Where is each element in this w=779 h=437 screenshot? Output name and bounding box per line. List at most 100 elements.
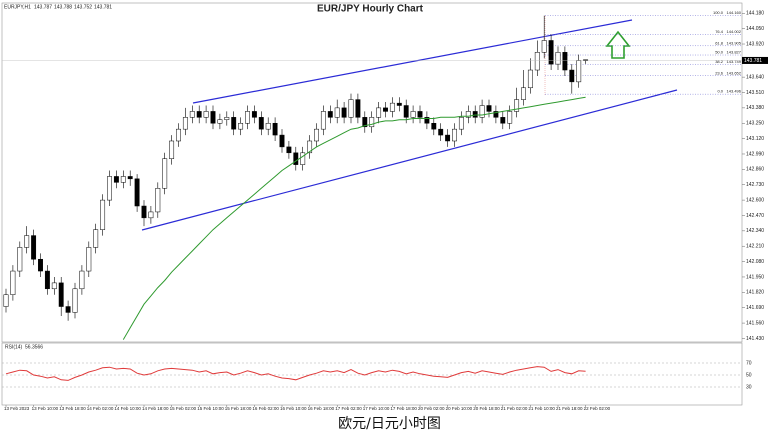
fib-price: 143.827 [727, 50, 742, 55]
fib-price: 143.749 [727, 59, 742, 64]
candle-body [127, 176, 133, 180]
candle-body [210, 111, 216, 124]
candle-body [245, 111, 250, 124]
candle-body [100, 199, 106, 230]
moving-average [122, 96, 586, 340]
header-quote: 143.781 [94, 4, 112, 10]
candle-body [238, 122, 244, 130]
candle-body [486, 105, 492, 112]
fib-ratio: 38.2 [715, 59, 724, 64]
y-tick-label: 142.990 [746, 151, 764, 157]
candle-body [196, 111, 202, 118]
candle-body [362, 117, 368, 128]
candle-body [279, 134, 285, 148]
candle-body [217, 119, 223, 124]
candle-body [493, 111, 499, 118]
candle-body [3, 294, 9, 307]
chart: EUR/JPY Hourly Chart EURJPY,H1 RSI(14) 5… [1, 2, 768, 411]
candle-body [438, 128, 444, 136]
x-tick-label: 14 Feb 10:00 [114, 406, 141, 411]
x-tick-label: 20 Feb 18:00 [473, 406, 500, 411]
x-tick-label: 13 Feb 18:00 [59, 406, 86, 411]
candle-body [472, 111, 478, 118]
y-tick-label: 143.510 [746, 90, 764, 96]
x-tick-label: 21 Feb 02:00 [501, 406, 528, 411]
candle-body [445, 134, 451, 142]
candle-body [251, 111, 257, 118]
candle-body [479, 105, 485, 118]
candle-body [38, 258, 43, 272]
candle-body [58, 282, 64, 307]
fib-price: 143.496 [727, 89, 742, 94]
candle-body [203, 111, 209, 118]
candle-body [431, 122, 437, 130]
candle-body [403, 105, 409, 118]
candle-body [334, 107, 340, 118]
candle-body [10, 270, 16, 295]
x-tick-label: 14 Feb 18:00 [142, 406, 169, 411]
rsi-frame [1, 342, 743, 406]
candle-body [527, 69, 533, 89]
fib-price: 144.160 [727, 10, 742, 15]
y-tick-label: 142.860 [746, 167, 764, 173]
candle-body [17, 247, 23, 272]
fib-ratio: 50.0 [715, 50, 724, 55]
rsi-tick-label: 30 [746, 384, 752, 390]
candle-body [314, 128, 319, 142]
candle-body [465, 111, 471, 118]
fib-price: 143.652 [727, 70, 742, 75]
candle-body [507, 111, 513, 124]
candle-body [113, 176, 119, 183]
fib-price: 144.002 [727, 29, 742, 34]
y-tick-label: 142.080 [746, 259, 764, 265]
candle-body [376, 107, 382, 118]
current-price: 143.781 [744, 58, 762, 64]
candle-body [155, 188, 161, 213]
trend-line-upper [192, 19, 633, 104]
candle-body [341, 107, 347, 118]
y-tick-label: 143.640 [746, 74, 764, 80]
candle-body [24, 235, 30, 248]
candle-body [189, 111, 195, 118]
candle-body [369, 117, 375, 128]
candle-body [548, 40, 554, 65]
rsi-tick-label: 50 [746, 372, 752, 378]
symbol: EURJPY,H1 [4, 4, 31, 10]
candle-body [452, 128, 457, 142]
candle-body [141, 205, 147, 219]
candle-body [93, 229, 99, 248]
candle-body [348, 99, 354, 118]
plot-frame [1, 2, 743, 343]
candle-body [514, 99, 520, 112]
candle-body [355, 99, 361, 118]
candle-body [182, 117, 188, 130]
arrow-up [605, 30, 631, 59]
candle-body [569, 69, 575, 83]
candle-body [327, 111, 333, 118]
y-tick-label: 142.340 [746, 228, 764, 234]
y-tick-label: 141.560 [746, 320, 764, 326]
x-tick-label: 20 Feb 10:00 [446, 406, 473, 411]
rsi-line [5, 366, 586, 381]
y-tick-label: 142.210 [746, 244, 764, 250]
y-tick-label: 142.730 [746, 182, 764, 188]
fib-ratio: 76.4 [715, 29, 724, 34]
candle-body [555, 52, 561, 65]
candle-body [176, 128, 181, 142]
candle-body [231, 117, 237, 130]
candle-body [258, 117, 264, 130]
chart-title: EUR/JPY Hourly Chart [317, 4, 424, 15]
candle-body [169, 140, 175, 159]
candle-body [148, 211, 154, 219]
candle-body [44, 270, 50, 290]
y-tick-label: 142.470 [746, 213, 764, 219]
x-tick-label: 13 Feb 10:00 [32, 406, 59, 411]
x-tick-label: 15 Feb 18:00 [225, 406, 252, 411]
fib-price: 143.905 [727, 40, 742, 45]
candle-body [31, 235, 37, 260]
x-tick-label: 16 Feb 10:00 [280, 406, 307, 411]
x-tick-label: 15 Feb 10:00 [197, 406, 224, 411]
x-tick-label: 22 Feb 02:00 [584, 406, 611, 411]
rsi-label: RSI(14) [5, 344, 23, 350]
